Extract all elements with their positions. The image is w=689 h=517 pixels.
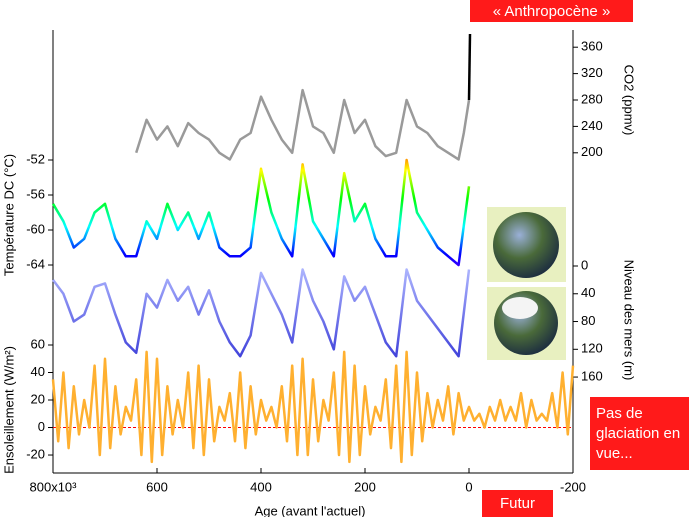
x-axis-label: Age (avant l'actuel) — [255, 503, 366, 517]
data-line — [135, 88, 471, 161]
y-tick-label: 360 — [581, 39, 603, 54]
y-tick-label: 200 — [581, 144, 603, 159]
y-tick-label: -56 — [26, 186, 45, 201]
annotation: Futur — [482, 490, 553, 517]
x-tick-label: 800x10³ — [30, 479, 78, 494]
ice-cap — [502, 297, 538, 319]
earth-icon — [493, 212, 559, 278]
x-tick-label: 400 — [250, 479, 272, 494]
y-tick-label: -64 — [26, 256, 45, 271]
x-tick-label: 0 — [465, 479, 472, 494]
y-tick-label: 320 — [581, 65, 603, 80]
y-tick-label: 40 — [581, 285, 595, 300]
x-tick-label: -200 — [560, 479, 586, 494]
y-axis-label: Niveau des mers (m) — [622, 260, 637, 381]
y-tick-label: 20 — [31, 391, 45, 406]
y-axis-label: Température DC (°C) — [1, 154, 16, 276]
x-tick-label: 200 — [354, 479, 376, 494]
annotation: Pas de glaciation en vue... — [590, 397, 689, 470]
annotation: « Anthropocène » — [470, 0, 633, 22]
data-line — [467, 33, 472, 101]
y-axis-label: CO2 (ppmv) — [622, 65, 637, 136]
y-tick-label: 280 — [581, 91, 603, 106]
y-tick-label: -20 — [26, 446, 45, 461]
y-tick-label: 240 — [581, 118, 603, 133]
data-line — [51, 268, 471, 358]
x-tick-label: 600 — [146, 479, 168, 494]
y-axis-label: Ensoleillement (W/m²) — [1, 346, 16, 474]
data-line — [51, 350, 575, 464]
data-line — [51, 158, 471, 267]
y-tick-label: 160 — [581, 368, 603, 383]
y-tick-label: 60 — [31, 336, 45, 351]
y-tick-label: 0 — [38, 419, 45, 434]
y-tick-label: -52 — [26, 151, 45, 166]
y-tick-label: 0 — [581, 257, 588, 272]
y-tick-label: 120 — [581, 341, 603, 356]
y-tick-label: 80 — [581, 313, 595, 328]
y-tick-label: -60 — [26, 221, 45, 236]
y-tick-label: 40 — [31, 364, 45, 379]
